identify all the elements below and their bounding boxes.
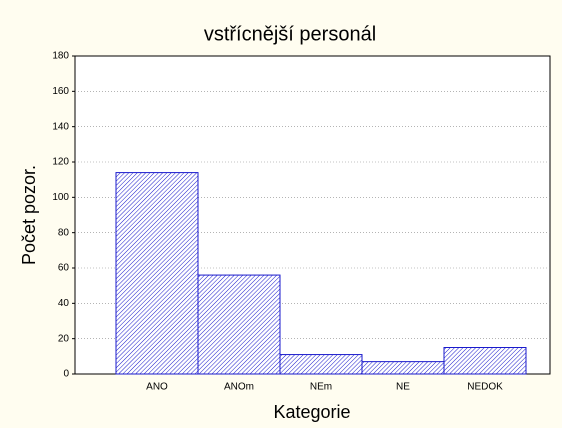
bar — [361, 361, 445, 375]
y-tick-label: 0 — [63, 369, 69, 380]
y-axis-label: Počet pozor. — [19, 165, 39, 265]
y-tick-label: 40 — [58, 298, 70, 309]
x-tick-label: ANO — [146, 382, 168, 393]
bar — [115, 172, 199, 375]
x-tick-label: NE — [396, 382, 410, 393]
y-tick-label: 140 — [52, 121, 69, 132]
chart-title: vstřícnější personál — [204, 23, 376, 45]
bar — [443, 347, 527, 375]
bar — [197, 274, 281, 375]
x-axis-label: Kategorie — [273, 402, 350, 422]
bar — [279, 354, 363, 375]
x-tick-label: ANOm — [224, 382, 254, 393]
y-tick-label: 100 — [52, 192, 69, 203]
y-tick-label: 20 — [58, 333, 70, 344]
y-tick-label: 160 — [52, 86, 69, 97]
y-tick-label: 180 — [52, 51, 69, 62]
y-tick-label: 60 — [58, 263, 70, 274]
x-tick-label: NEm — [310, 382, 332, 393]
y-tick-label: 80 — [58, 227, 70, 238]
y-tick-label: 120 — [52, 157, 69, 168]
x-tick-label: NEDOK — [467, 382, 503, 393]
